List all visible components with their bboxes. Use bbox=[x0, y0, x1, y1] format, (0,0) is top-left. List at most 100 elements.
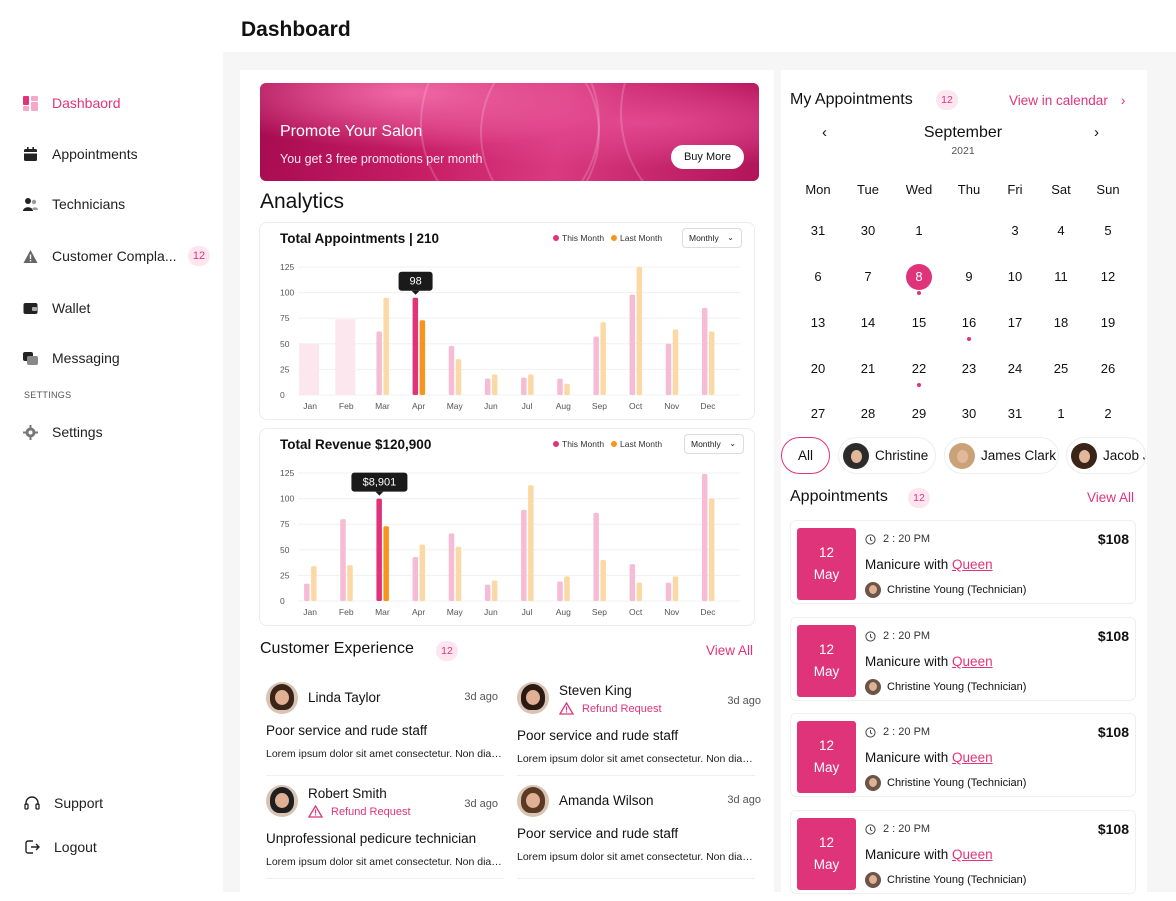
customer-experience-view-all-link[interactable]: View All bbox=[706, 643, 754, 658]
filter-chip-all[interactable]: All bbox=[781, 437, 830, 474]
appointment-card[interactable]: 12 May 2 : 20 PM $108 Manicure with Queen Chr… bbox=[790, 713, 1136, 797]
calendar-prev-button[interactable]: ‹ bbox=[822, 124, 827, 141]
calendar-day[interactable]: 30 bbox=[961, 406, 977, 421]
calendar-day[interactable]: 16 bbox=[961, 315, 977, 330]
sidebar-item-customer-complaints[interactable]: Customer Compla... bbox=[22, 245, 176, 267]
bar-last-month[interactable] bbox=[419, 320, 426, 395]
bar-this-month[interactable] bbox=[376, 331, 382, 395]
calendar-day[interactable]: 10 bbox=[1007, 269, 1023, 284]
calendar-day[interactable]: 29 bbox=[911, 406, 927, 421]
appointments-view-all-link[interactable]: View All bbox=[1087, 490, 1135, 505]
customer-experience-item[interactable]: Robert Smith 3d ago Refund Request Unprofes… bbox=[266, 783, 504, 879]
calendar-day[interactable]: 13 bbox=[810, 315, 826, 330]
period-select[interactable]: Monthly ⌄ bbox=[684, 434, 744, 454]
bar-last-month[interactable] bbox=[600, 322, 606, 395]
calendar-day[interactable]: 19 bbox=[1100, 315, 1116, 330]
calendar-day[interactable]: 26 bbox=[1100, 361, 1116, 376]
sidebar-item-wallet[interactable]: Wallet bbox=[22, 297, 90, 319]
bar-last-month[interactable] bbox=[600, 560, 606, 601]
bar-this-month[interactable] bbox=[593, 512, 599, 601]
calendar-day[interactable]: 31 bbox=[1007, 406, 1023, 421]
buy-more-button[interactable]: Buy More bbox=[671, 145, 744, 169]
sidebar-item-messaging[interactable]: Messaging bbox=[22, 347, 120, 369]
calendar-day[interactable]: 11 bbox=[1054, 269, 1068, 284]
bar-this-month[interactable] bbox=[448, 345, 455, 395]
bar-last-month[interactable] bbox=[672, 329, 679, 395]
view-in-calendar-link[interactable]: View in calendar › bbox=[1009, 93, 1125, 108]
calendar-day[interactable]: 28 bbox=[860, 406, 876, 421]
bar-last-month[interactable] bbox=[528, 485, 534, 601]
calendar-day[interactable]: 3 bbox=[1011, 223, 1019, 238]
filter-chip-technician[interactable]: James Clark bbox=[944, 437, 1059, 474]
salon-link[interactable]: Queen bbox=[952, 847, 993, 862]
bar-this-month[interactable] bbox=[521, 509, 527, 601]
calendar-day[interactable]: 27 bbox=[810, 406, 826, 421]
bar-this-month[interactable] bbox=[521, 377, 527, 395]
sidebar-item-settings[interactable]: Settings bbox=[22, 421, 103, 443]
bar-last-month[interactable] bbox=[347, 565, 353, 601]
filter-chip-technician[interactable]: Jacob Jones bbox=[1066, 437, 1146, 474]
salon-link[interactable]: Queen bbox=[952, 750, 993, 765]
calendar-day[interactable]: 20 bbox=[810, 361, 826, 376]
sidebar-item-dashboard[interactable]: Dashbaord bbox=[22, 92, 121, 114]
bar-this-month[interactable] bbox=[701, 307, 708, 395]
bar-this-month[interactable] bbox=[629, 294, 636, 395]
bar-this-month[interactable] bbox=[629, 564, 636, 601]
sidebar-item-appointments[interactable]: Appointments bbox=[22, 143, 138, 165]
bar-this-month[interactable] bbox=[412, 556, 419, 601]
salon-link[interactable]: Queen bbox=[952, 654, 993, 669]
bar-last-month[interactable] bbox=[672, 576, 679, 601]
bar-last-month[interactable] bbox=[455, 546, 462, 601]
customer-experience-item[interactable]: Amanda Wilson 3d ago Poor service and rude… bbox=[517, 783, 761, 879]
bar-this-month[interactable] bbox=[665, 343, 672, 395]
bar-last-month[interactable] bbox=[636, 267, 643, 395]
bar-this-month[interactable] bbox=[557, 378, 563, 395]
sidebar-item-logout[interactable]: Logout bbox=[24, 836, 97, 858]
calendar-day[interactable]: 8 bbox=[915, 269, 923, 284]
bar-last-month[interactable] bbox=[708, 331, 715, 395]
calendar-day[interactable]: 31 bbox=[810, 223, 826, 238]
appointment-card[interactable]: 12 May 2 : 20 PM $108 Manicure with Queen Chr… bbox=[790, 617, 1136, 701]
bar-last-month[interactable] bbox=[455, 359, 462, 395]
bar-this-month[interactable] bbox=[557, 581, 563, 601]
appointment-card[interactable]: 12 May 2 : 20 PM $108 Manicure with Queen Chr… bbox=[790, 810, 1136, 894]
bar-this-month[interactable] bbox=[665, 582, 672, 601]
customer-experience-item[interactable]: Linda Taylor 3d ago Poor service and rude … bbox=[266, 680, 504, 776]
bar-last-month[interactable] bbox=[383, 526, 389, 601]
bar-last-month[interactable] bbox=[708, 498, 715, 601]
bar-this-month[interactable] bbox=[701, 474, 708, 601]
sidebar-item-support[interactable]: Support bbox=[24, 792, 103, 814]
bar-last-month[interactable] bbox=[311, 566, 317, 601]
calendar-day[interactable]: 1 bbox=[1057, 406, 1065, 421]
calendar-day[interactable]: 5 bbox=[1104, 223, 1112, 238]
calendar-day[interactable]: 18 bbox=[1053, 315, 1069, 330]
bar-last-month[interactable] bbox=[419, 544, 426, 601]
bar-last-month[interactable] bbox=[491, 374, 498, 395]
calendar-day[interactable]: 1 bbox=[915, 223, 923, 238]
calendar-day[interactable]: 7 bbox=[864, 269, 872, 284]
calendar-next-button[interactable]: › bbox=[1094, 124, 1099, 141]
bar-this-month[interactable] bbox=[448, 533, 455, 601]
calendar-day[interactable]: 23 bbox=[961, 361, 977, 376]
bar-last-month[interactable] bbox=[636, 582, 643, 601]
calendar-day[interactable]: 2 bbox=[1104, 406, 1112, 421]
bar-this-month[interactable] bbox=[304, 583, 310, 601]
calendar-day[interactable]: 21 bbox=[860, 361, 876, 376]
bar-this-month[interactable] bbox=[376, 498, 382, 601]
salon-link[interactable]: Queen bbox=[952, 557, 993, 572]
period-select[interactable]: Monthly ⌄ bbox=[682, 228, 742, 248]
bar-this-month[interactable] bbox=[593, 336, 599, 395]
calendar-day[interactable]: 22 bbox=[911, 361, 927, 376]
bar-last-month[interactable] bbox=[528, 374, 534, 395]
bar-last-month[interactable] bbox=[564, 383, 570, 395]
calendar-day[interactable]: 4 bbox=[1057, 223, 1065, 238]
bar-this-month[interactable] bbox=[340, 519, 346, 601]
bar-this-month[interactable] bbox=[484, 584, 491, 601]
customer-experience-item[interactable]: Steven King 3d ago Refund Request Poor serv… bbox=[517, 680, 761, 776]
filter-chip-technician[interactable]: Christine bbox=[838, 437, 936, 474]
bar-last-month[interactable] bbox=[491, 580, 498, 601]
calendar-day[interactable]: 9 bbox=[965, 269, 973, 284]
bar-this-month[interactable] bbox=[412, 297, 419, 395]
calendar-day[interactable]: 24 bbox=[1007, 361, 1023, 376]
calendar-day[interactable]: 25 bbox=[1053, 361, 1069, 376]
